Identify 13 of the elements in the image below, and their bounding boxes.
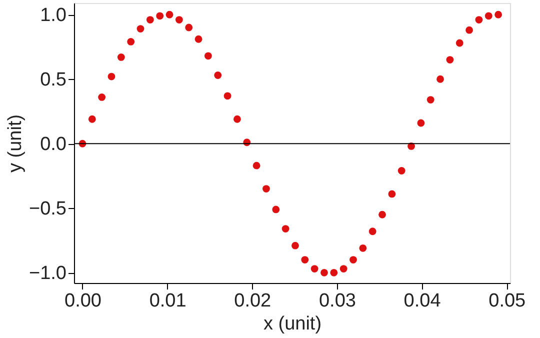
y-tick-label: −0.5 (28, 198, 66, 220)
x-tick-label: 0.03 (318, 290, 356, 312)
y-tick-label: −1.0 (28, 263, 66, 284)
x-tick-label: 0.00 (64, 290, 102, 312)
x-tick-label: 0.04 (404, 290, 442, 312)
x-axis-title: x (unit) (263, 314, 322, 334)
y-tick-label: 1.0 (40, 5, 66, 26)
y-tick-label: 0.0 (40, 134, 66, 156)
x-tick-label: 0.02 (234, 290, 272, 312)
x-tick-label: 0.01 (149, 290, 186, 312)
y-axis-title: y (unit) (4, 114, 26, 173)
y-tick-label: 0.5 (40, 70, 66, 91)
x-tick-label: 0.05 (488, 290, 526, 312)
